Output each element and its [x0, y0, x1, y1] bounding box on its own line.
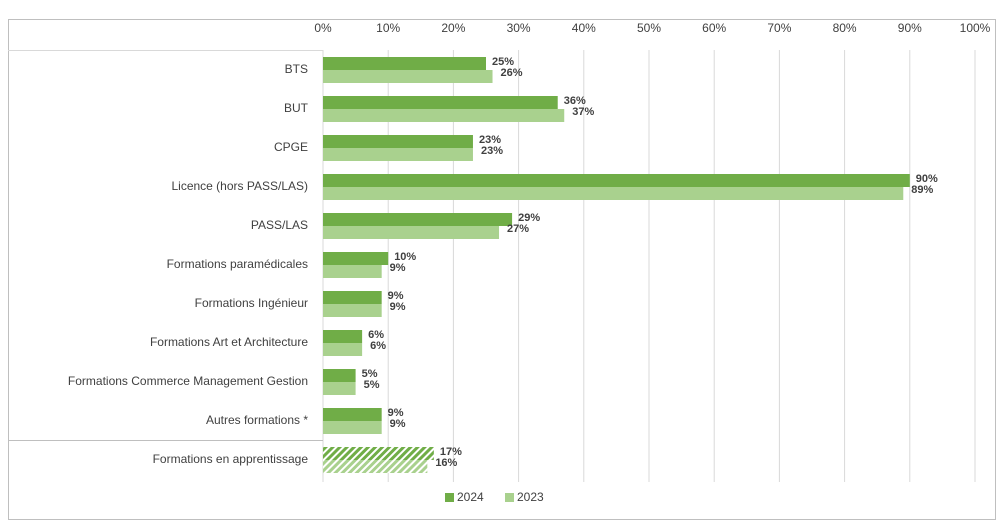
bar: [323, 447, 434, 460]
value-label: 90%: [916, 173, 938, 185]
y-tick-label: CPGE: [274, 140, 308, 154]
x-tick-label: 90%: [898, 21, 922, 35]
value-label: 6%: [370, 340, 386, 352]
bar: [323, 135, 473, 148]
y-tick-label: Licence (hors PASS/LAS): [171, 179, 308, 193]
value-label: 5%: [362, 368, 378, 380]
value-label: 16%: [435, 457, 457, 469]
y-tick-label: Formations en apprentissage: [153, 452, 309, 466]
legend-label: 2024: [457, 490, 484, 504]
x-tick-label: 60%: [702, 21, 726, 35]
bar: [323, 460, 428, 473]
x-tick-label: 50%: [637, 21, 661, 35]
value-label: 26%: [501, 67, 523, 79]
value-label: 6%: [368, 329, 384, 341]
bar: [323, 70, 493, 83]
x-tick-label: 80%: [833, 21, 857, 35]
x-tick-label: 10%: [376, 21, 400, 35]
bar: [323, 96, 558, 109]
bar: [323, 304, 382, 317]
y-tick-label: Formations Art et Architecture: [150, 335, 308, 349]
value-label: 25%: [492, 56, 514, 68]
bar: [323, 421, 382, 434]
value-label: 9%: [390, 301, 406, 313]
chart-border: [8, 19, 996, 520]
bar: [323, 174, 910, 187]
value-label: 17%: [440, 446, 462, 458]
bar: [323, 109, 565, 122]
value-label: 9%: [390, 418, 406, 430]
y-tick-label: BTS: [285, 62, 308, 76]
bar: [323, 213, 513, 226]
y-tick-label: Formations Commerce Management Gestion: [68, 374, 308, 388]
bar: [323, 252, 389, 265]
x-tick-label: 40%: [572, 21, 596, 35]
bar: [323, 148, 473, 161]
y-tick-label: PASS/LAS: [251, 218, 308, 232]
bar: [323, 369, 356, 382]
value-label: 27%: [507, 223, 529, 235]
value-label: 9%: [388, 407, 404, 419]
value-label: 9%: [390, 262, 406, 274]
legend-label: 2023: [517, 490, 544, 504]
y-tick-label: Formations paramédicales: [167, 257, 308, 271]
x-tick-label: 70%: [767, 21, 791, 35]
bar: [323, 226, 500, 239]
value-label: 36%: [564, 95, 586, 107]
value-label: 89%: [911, 184, 933, 196]
x-tick-label: 20%: [441, 21, 465, 35]
x-tick-label: 0%: [314, 21, 332, 35]
bar: [323, 408, 382, 421]
bar: [323, 382, 356, 395]
y-tick-label: Autres formations *: [206, 413, 308, 427]
value-label: 37%: [572, 106, 594, 118]
bar: [323, 343, 363, 356]
value-label: 9%: [388, 290, 404, 302]
bar: [323, 187, 904, 200]
value-label: 10%: [394, 251, 416, 263]
value-label: 29%: [518, 212, 540, 224]
bar: [323, 265, 382, 278]
legend-swatch: [445, 493, 454, 502]
value-label: 5%: [364, 379, 380, 391]
bar: [323, 330, 363, 343]
x-tick-label: 30%: [507, 21, 531, 35]
value-label: 23%: [481, 145, 503, 157]
y-tick-label: BUT: [284, 101, 309, 115]
legend-swatch: [505, 493, 514, 502]
value-label: 23%: [479, 134, 501, 146]
x-tick-label: 100%: [960, 21, 991, 35]
y-tick-label: Formations Ingénieur: [195, 296, 308, 310]
bar: [323, 291, 382, 304]
bar: [323, 57, 486, 70]
